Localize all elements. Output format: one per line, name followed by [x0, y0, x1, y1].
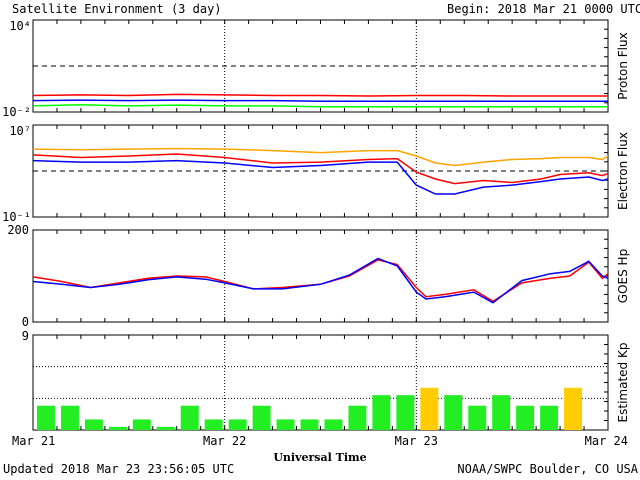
kp-bar: [348, 405, 367, 430]
kp-bar: [420, 387, 439, 430]
kp-bar: [444, 395, 463, 430]
kp-bar: [492, 395, 511, 430]
y-tick-label-goes_hp: 0: [22, 315, 29, 329]
panel-frame-goes_hp: [32, 229, 609, 323]
y-axis-label-goes_hp: GOES Hp: [616, 249, 630, 303]
kp-bar: [276, 419, 295, 430]
panel-frame-kp: [32, 334, 609, 431]
y-tick-label-kp: 9: [22, 329, 29, 343]
y-tick-label-bottom-electron: 10⁻¹: [2, 210, 31, 224]
kp-bar: [180, 405, 199, 430]
kp-bar: [132, 419, 151, 430]
x-tick-label: Mar 23: [395, 434, 438, 448]
chart-title: Satellite Environment (3 day): [12, 2, 222, 16]
kp-bar: [108, 426, 127, 430]
y-tick-label-goes_hp: 200: [7, 223, 29, 237]
kp-bar: [540, 405, 559, 430]
kp-bar: [396, 395, 415, 430]
kp-bar: [516, 405, 535, 430]
series-line-blue-goes_hp: [32, 257, 609, 304]
kp-bar: [324, 419, 343, 430]
y-tick-label-top-electron: 10⁷: [9, 124, 31, 138]
kp-bar: [252, 405, 271, 430]
y-axis-label-electron: Electron Flux: [616, 132, 630, 210]
y-axis-label-proton: Proton Flux: [616, 32, 630, 99]
kp-bar: [204, 419, 223, 430]
kp-bar: [60, 405, 79, 430]
x-axis-title: Universal Time: [273, 451, 366, 464]
series-line-orange-electron: [32, 147, 609, 167]
kp-bar: [37, 405, 55, 430]
series-line-blue-proton: [32, 99, 608, 103]
updated-timestamp: Updated 2018 Mar 23 23:56:05 UTC: [3, 462, 234, 476]
begin-time: Begin: 2018 Mar 21 0000 UTC: [447, 2, 640, 16]
credit-text: NOAA/SWPC Boulder, CO USA: [457, 462, 638, 476]
kp-bar: [156, 426, 175, 430]
series-line-blue-electron: [32, 159, 609, 195]
kp-bar: [564, 387, 583, 430]
kp-bar: [84, 419, 103, 430]
y-tick-label-bottom-proton: 10⁻²: [2, 105, 31, 119]
series-line-red-electron: [32, 153, 609, 185]
series-line-green-proton: [32, 103, 608, 108]
x-tick-label: Mar 22: [203, 434, 246, 448]
series-line-red-goes_hp: [32, 259, 609, 303]
kp-bar: [372, 395, 391, 430]
y-tick-label-top-proton: 10⁴: [9, 19, 31, 33]
kp-bar: [228, 419, 247, 430]
y-axis-label-kp: Estimated Kp: [616, 343, 630, 423]
x-tick-label: Mar 21: [12, 434, 55, 448]
series-line-red-proton: [32, 93, 608, 97]
kp-bar: [468, 405, 487, 430]
x-tick-label: Mar 24: [585, 434, 628, 448]
kp-bar: [300, 419, 319, 430]
